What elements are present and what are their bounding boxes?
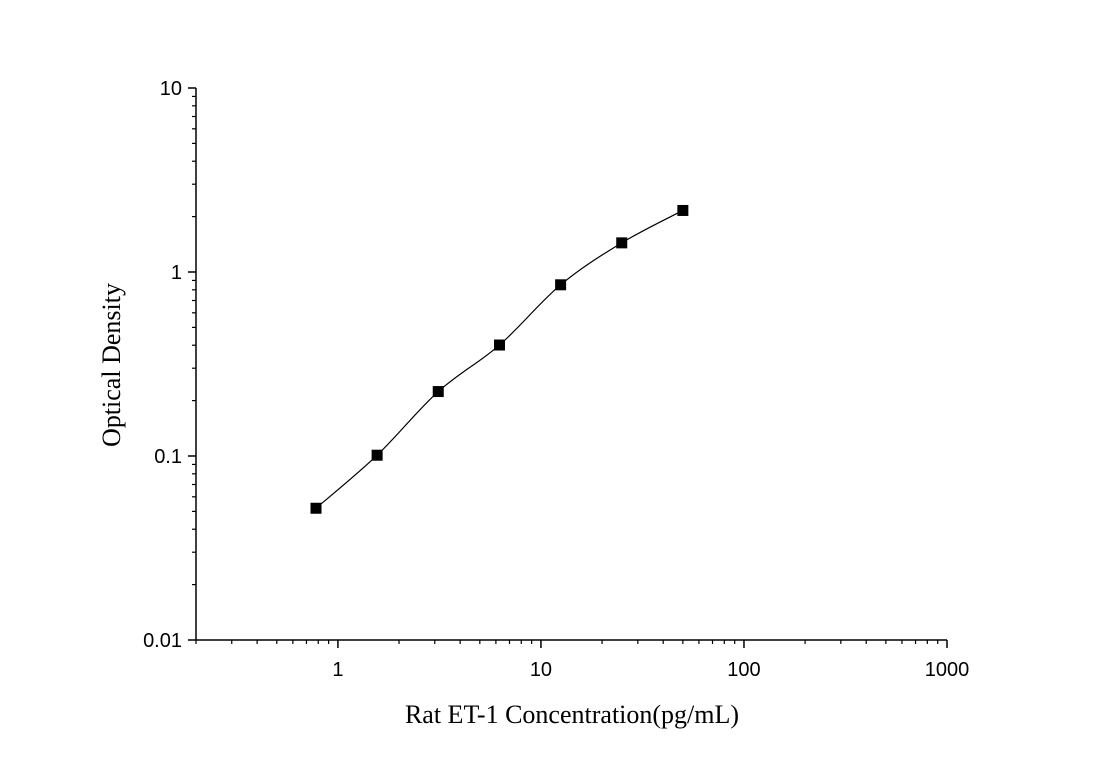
x-tick-label: 1000 [925,659,970,681]
y-tick-label: 10 [160,78,182,100]
y-axis-title: Optical Density [97,283,126,447]
data-point [493,339,505,351]
data-point [555,279,567,291]
data-point [616,237,628,249]
x-axis-title: Rat ET-1 Concentration(pg/mL) [405,700,739,729]
data-point [371,449,383,461]
x-tick-label: 10 [530,659,552,681]
data-point [310,502,322,514]
x-tick-label: 100 [727,659,760,681]
y-tick-label: 0.01 [143,630,182,652]
plot-area: 1 10 100 1000 0.01 0.1 1 10 [143,78,969,681]
fit-curve [315,209,684,509]
y-tick-label: 1 [171,262,182,284]
x-tick-label: 1 [332,659,343,681]
data-point [432,386,444,398]
data-point [677,204,689,216]
y-tick-label: 0.1 [154,446,182,468]
